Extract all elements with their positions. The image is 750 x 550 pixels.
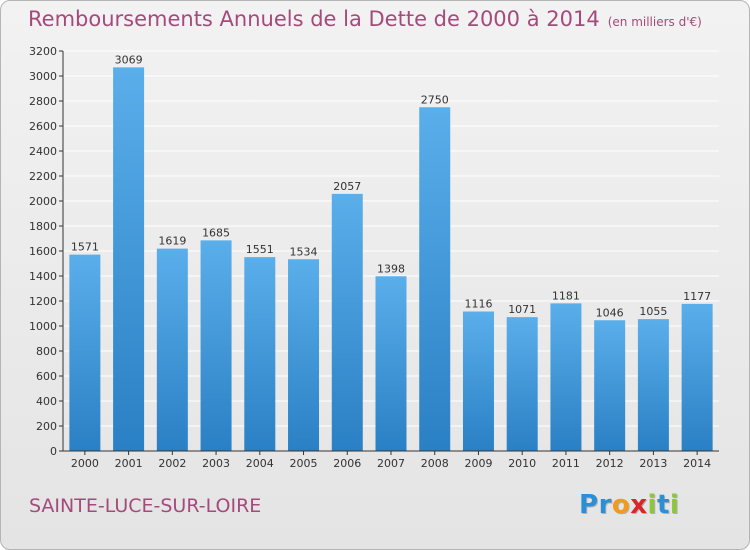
bar [156,248,188,451]
bar [375,276,407,451]
bar [594,320,626,451]
commune-name: SAINTE-LUCE-SUR-LOIRE [29,495,262,517]
y-tick-label: 3200 [29,45,57,58]
bar [637,319,669,451]
logo-letter: P [579,490,599,520]
chart-title: Remboursements Annuels de la Dette de 20… [28,7,702,31]
x-tick-label: 2011 [552,457,580,470]
bar-value-label: 2057 [333,180,361,193]
bar [69,254,101,451]
bar-value-label: 1534 [290,245,318,258]
bar-value-label: 1685 [202,226,230,239]
y-tick-label: 3000 [29,70,57,83]
x-tick-label: 2002 [158,457,186,470]
x-tick-label: 2003 [202,457,230,470]
y-tick-label: 2800 [29,95,57,108]
y-tick-label: 600 [36,370,57,383]
bar-value-label: 1551 [246,243,274,256]
x-tick-label: 2001 [115,457,143,470]
y-tick-label: 2000 [29,195,57,208]
y-tick-label: 1000 [29,320,57,333]
y-tick-label: 1600 [29,245,57,258]
x-tick-label: 2007 [377,457,405,470]
bar-value-label: 1181 [552,289,580,302]
bar [331,193,363,451]
bar-value-label: 1177 [683,290,711,303]
y-tick-label: 2600 [29,120,57,133]
bar-value-label: 1116 [464,298,492,311]
bars [69,67,713,451]
data-labels: 1571 3069 1619 1685 1551 1534 2057 1398 2750 1116… [71,53,711,319]
bar [244,257,276,451]
bar [288,259,320,451]
x-tick-label: 2014 [683,457,711,470]
proxiti-logo: Proxiti [579,490,679,520]
bar-value-label: 1398 [377,262,405,275]
bar [419,107,451,451]
y-tick-label: 1200 [29,295,57,308]
bar [113,67,145,451]
x-tick-label: 2006 [333,457,361,470]
x-tick-label: 2000 [71,457,99,470]
logo-letter: x [630,490,648,520]
y-tick-label: 800 [36,345,57,358]
x-tick-label: 2009 [464,457,492,470]
x-tick-label: 2004 [246,457,274,470]
y-tick-label: 1800 [29,220,57,233]
bar-value-label: 1046 [596,306,624,319]
bar [506,317,538,451]
chart-unit: (en milliers d'€) [607,15,702,29]
y-tick-label: 2400 [29,145,57,158]
logo-letter: o [611,490,631,520]
axes: 0 200 400 600 800 1000 1200 1400 1600 1800 2000 220… [29,45,719,470]
bar [550,303,582,451]
bar-value-label: 1071 [508,303,536,316]
y-tick-label: 0 [50,445,57,458]
bar-value-label: 2750 [421,93,449,106]
bar [200,240,232,451]
logo-letter: i [669,490,680,520]
x-tick-label: 2012 [596,457,624,470]
bar-value-label: 1571 [71,241,99,254]
logo-letter: r [598,490,612,520]
y-tick-label: 200 [36,420,57,433]
chart-title-text: Remboursements Annuels de la Dette de 20… [28,7,600,31]
x-tick-label: 2013 [639,457,667,470]
bar-value-label: 1055 [639,305,667,318]
x-tick-label: 2010 [508,457,536,470]
bar-value-label: 3069 [115,53,143,66]
y-tick-label: 400 [36,395,57,408]
y-tick-label: 1400 [29,270,57,283]
bar [462,311,494,451]
bar-value-label: 1619 [158,235,186,248]
y-tick-label: 2200 [29,170,57,183]
x-tick-label: 2005 [290,457,318,470]
logo-letter: i [647,490,657,520]
bar [681,303,713,451]
logo-letter: t [656,490,670,520]
x-tick-label: 2008 [421,457,449,470]
